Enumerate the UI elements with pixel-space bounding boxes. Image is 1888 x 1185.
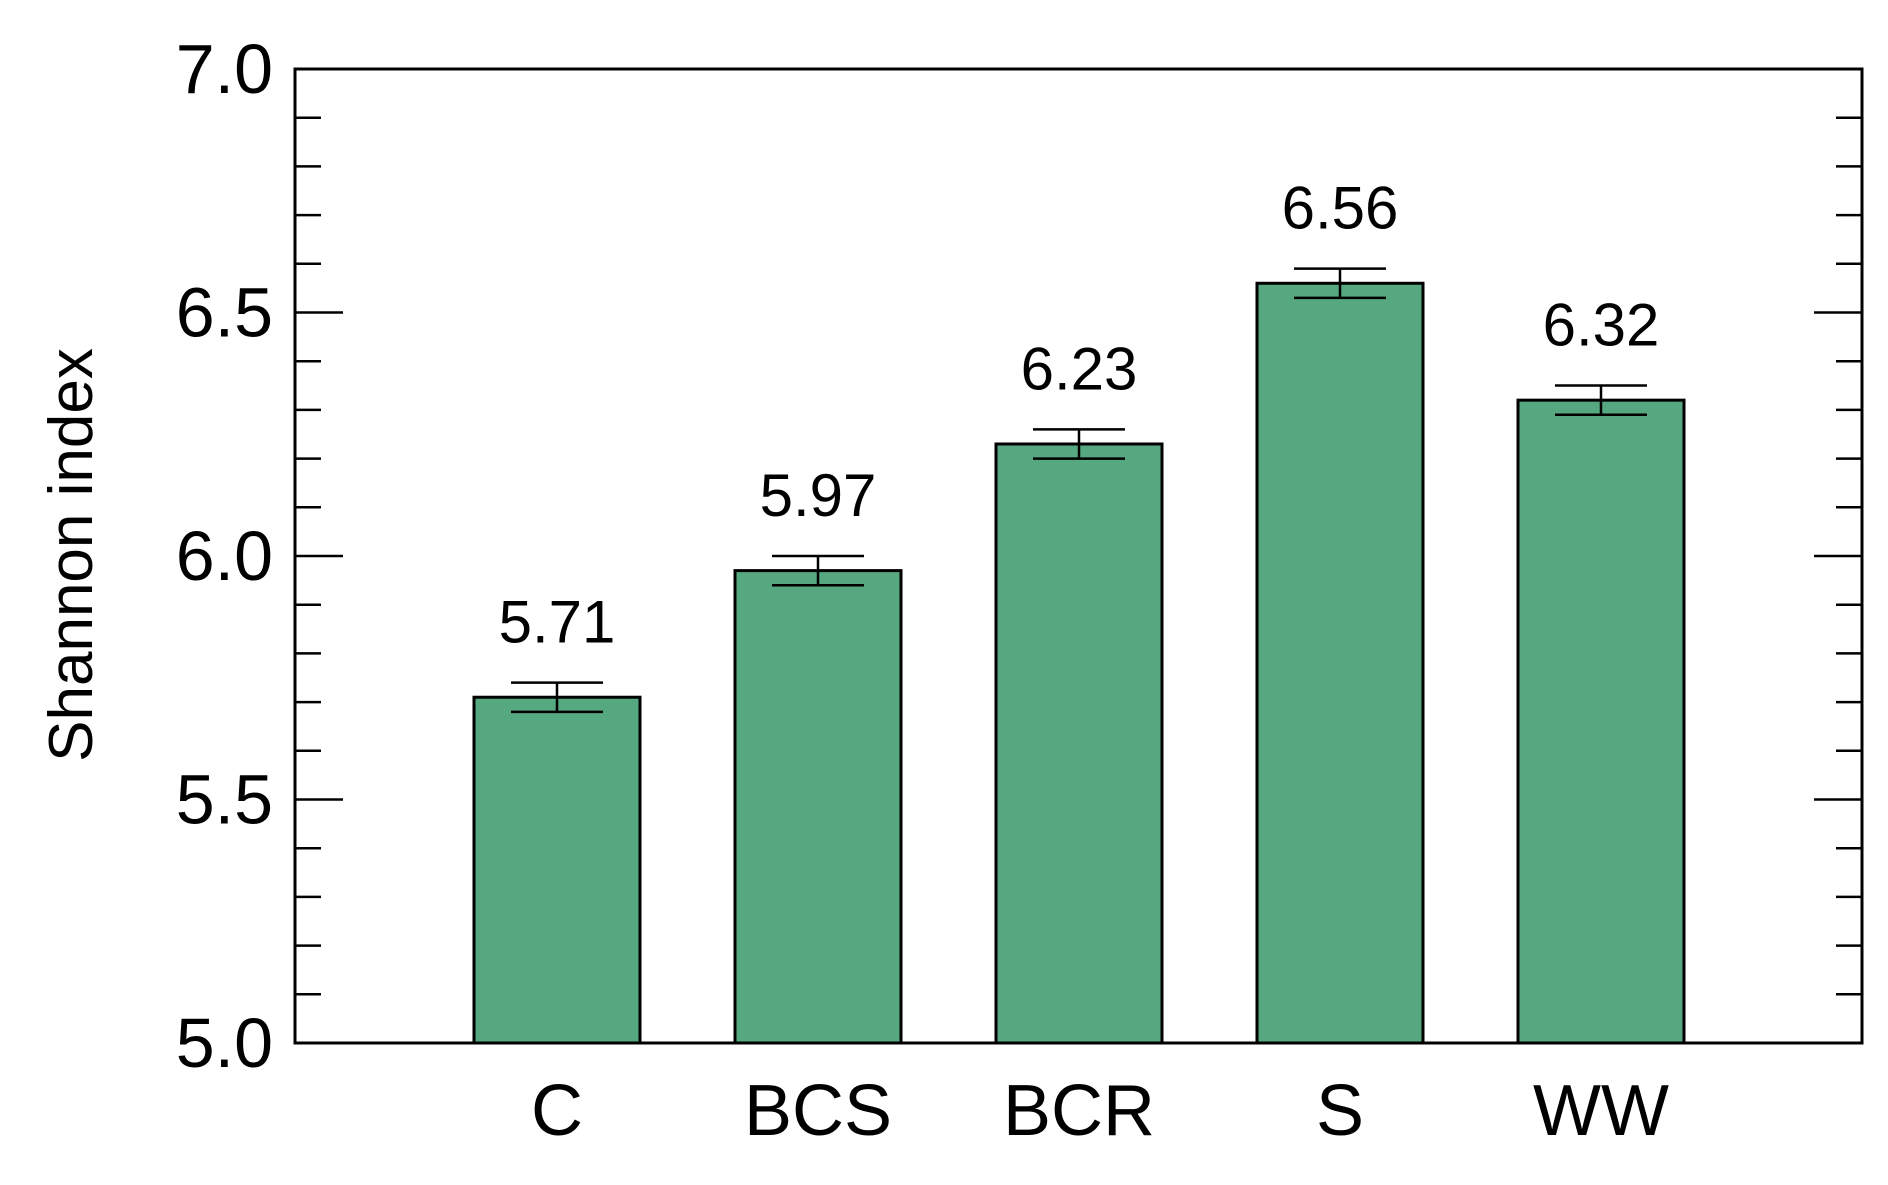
plot-frame <box>293 67 1864 1045</box>
y-tick-label: 5.5 <box>176 761 273 839</box>
bar[interactable] <box>472 695 642 1045</box>
data-label: 5.71 <box>499 589 616 656</box>
bar[interactable] <box>733 569 903 1045</box>
data-label: 6.56 <box>1282 175 1399 242</box>
x-tick-label: BCS <box>744 1071 892 1151</box>
x-tick-label: C <box>531 1071 583 1151</box>
bar[interactable] <box>1516 398 1686 1045</box>
y-tick-label: 6.5 <box>176 274 273 352</box>
data-label: 5.97 <box>760 462 877 529</box>
x-tick-label: S <box>1316 1071 1364 1151</box>
x-tick-label: WW <box>1533 1071 1669 1151</box>
data-label: 6.23 <box>1021 335 1138 402</box>
y-axis-title: Shannon index <box>37 348 106 762</box>
y-tick-label: 7.0 <box>176 30 273 108</box>
bar[interactable] <box>1255 281 1425 1045</box>
bar[interactable] <box>994 442 1164 1045</box>
y-tick-label: 5.0 <box>176 1004 273 1082</box>
y-tick-label: 6.0 <box>176 517 273 595</box>
data-label: 6.32 <box>1543 292 1660 359</box>
x-tick-label: BCR <box>1003 1071 1155 1151</box>
